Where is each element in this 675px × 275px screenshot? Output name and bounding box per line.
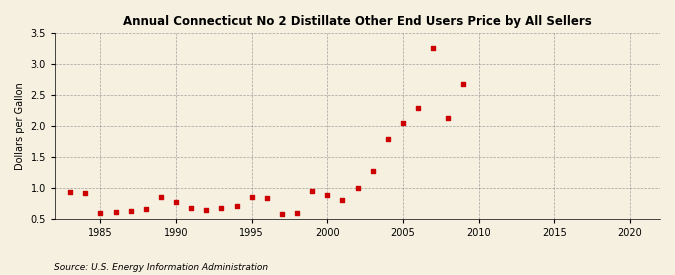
Point: [306, 188, 317, 193]
Point: [352, 186, 363, 190]
Y-axis label: Dollars per Gallon: Dollars per Gallon: [15, 82, 25, 170]
Point: [171, 199, 182, 204]
Title: Annual Connecticut No 2 Distillate Other End Users Price by All Sellers: Annual Connecticut No 2 Distillate Other…: [123, 15, 592, 28]
Point: [231, 204, 242, 208]
Point: [382, 137, 393, 141]
Text: Source: U.S. Energy Information Administration: Source: U.S. Energy Information Administ…: [54, 263, 268, 271]
Point: [412, 105, 423, 110]
Point: [443, 116, 454, 120]
Point: [216, 206, 227, 210]
Point: [428, 46, 439, 50]
Point: [398, 121, 408, 125]
Point: [95, 211, 106, 215]
Point: [110, 210, 121, 214]
Point: [322, 193, 333, 198]
Point: [458, 82, 469, 86]
Point: [65, 189, 76, 194]
Point: [155, 195, 166, 200]
Point: [140, 207, 151, 211]
Point: [367, 169, 378, 174]
Point: [126, 209, 136, 213]
Point: [277, 212, 288, 216]
Point: [201, 208, 212, 212]
Point: [337, 198, 348, 203]
Point: [261, 196, 272, 200]
Point: [80, 191, 90, 195]
Point: [246, 195, 257, 200]
Point: [186, 206, 196, 211]
Point: [292, 211, 302, 215]
